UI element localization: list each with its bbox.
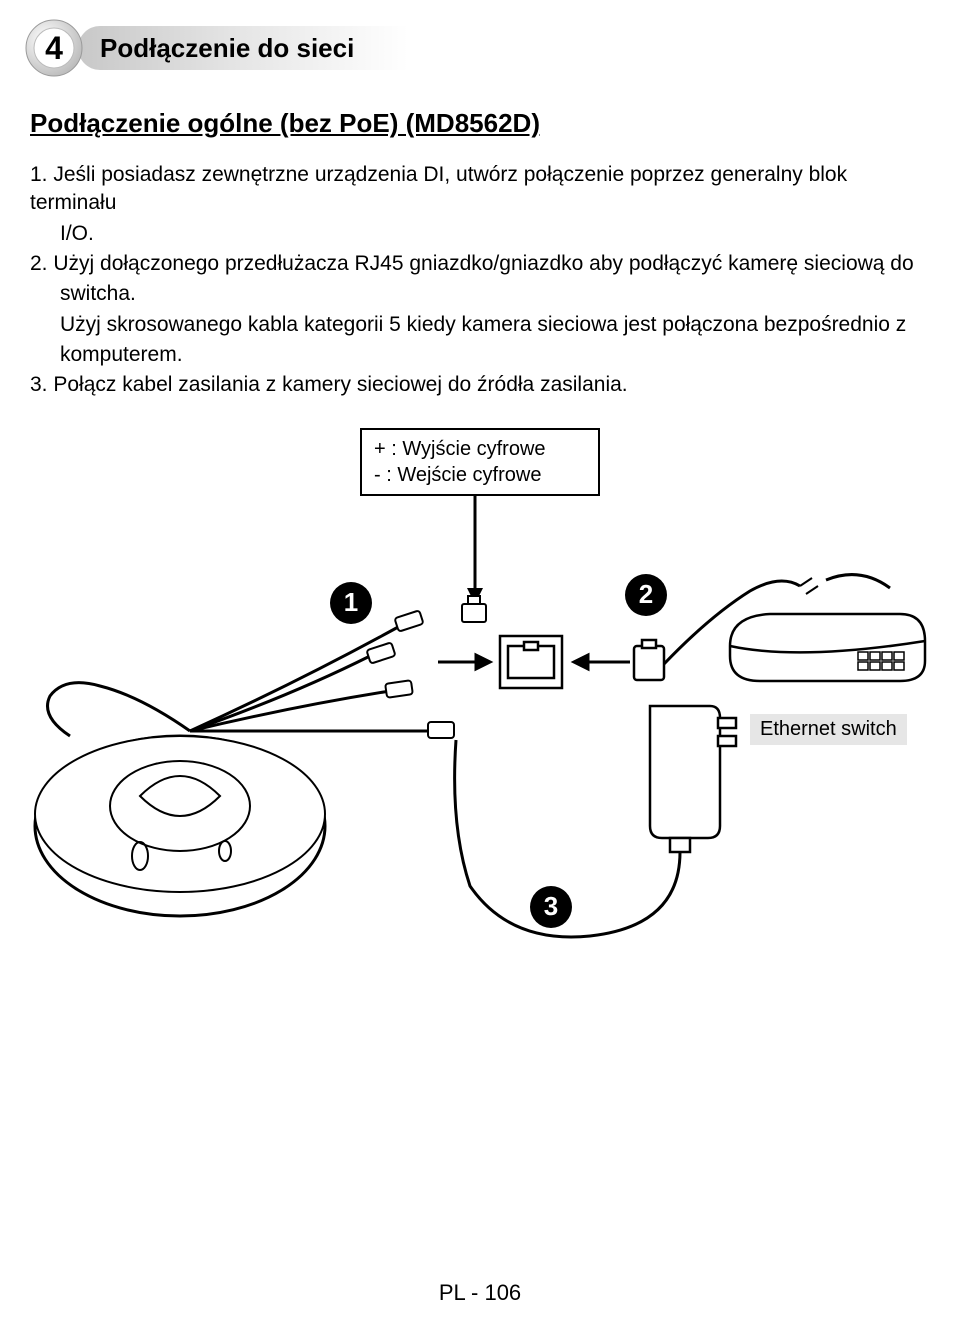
instruction-2c: Użyj skrosowanego kabla kategorii 5 kied… [60,311,930,339]
callout-2: 2 [625,574,667,616]
step-badge: 4 [24,18,84,78]
section-subtitle: Podłączenie ogólne (bez PoE) (MD8562D) [30,108,930,139]
rj45-plug-icon [634,640,664,680]
cable-bundle-icon [48,626,431,736]
page-footer: PL - 106 [0,1280,960,1306]
legend-line-2: - : Wejście cyfrowe [374,462,586,488]
legend-box: + : Wyjście cyfrowe - : Wejście cyfrowe [360,428,600,496]
ethernet-switch-icon [730,614,925,681]
step-number: 4 [45,30,63,67]
connector-tips-icon [366,596,486,738]
camera-icon [35,736,325,916]
instruction-2d: komputerem. [60,341,930,369]
instruction-2a: 2. Użyj dołączonego przedłużacza RJ45 gn… [30,250,930,278]
instruction-3: 3. Połącz kabel zasilania z kamery sieci… [30,371,930,399]
callout-3: 3 [530,886,572,928]
callout-1: 1 [330,582,372,624]
instruction-2b: switcha. [60,280,930,308]
step-header: 4 Podłączenie do sieci [30,18,930,78]
connection-diagram: 1 2 3 Ethernet switch [30,496,930,1016]
legend-line-1: + : Wyjście cyfrowe [374,436,586,462]
instruction-1b: I/O. [60,220,930,248]
instruction-list: 1. Jeśli posiadasz zewnętrzne urządzenia… [30,161,930,400]
rj45-coupler-icon [500,636,562,688]
step-title: Podłączenie do sieci [100,33,354,64]
diagram-svg [30,496,930,1016]
step-title-bar: Podłączenie do sieci [78,26,408,70]
instruction-1a: 1. Jeśli posiadasz zewnętrzne urządzenia… [30,161,930,218]
power-adapter-icon [650,706,736,852]
ethernet-switch-label: Ethernet switch [750,714,907,745]
